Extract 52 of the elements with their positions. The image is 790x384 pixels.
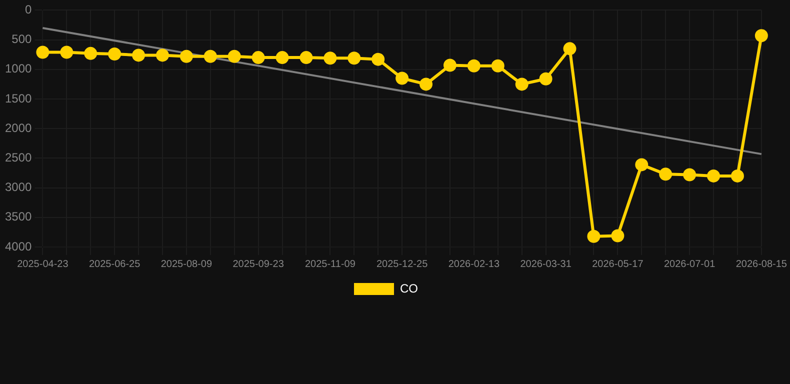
point (683, 168, 696, 182)
x-tick-label: 2026-05-17 (592, 258, 644, 270)
x-tick-label: 2026-07-01 (664, 258, 716, 270)
point (443, 58, 456, 72)
y-tick-label: 4000 (4, 239, 32, 254)
point (252, 51, 265, 64)
point (372, 52, 385, 66)
point (659, 168, 672, 181)
point (276, 51, 289, 64)
x-tick-label: 2025-11-09 (304, 258, 356, 270)
point (156, 48, 169, 62)
y-tick-label: 1500 (4, 91, 32, 106)
legend-label: CO (400, 281, 418, 296)
point (132, 48, 146, 62)
point (420, 78, 433, 91)
point (587, 230, 600, 243)
x-tick-label: 2025-08-09 (160, 258, 212, 270)
point (180, 50, 193, 63)
point (228, 50, 241, 63)
y-tick-label: 2500 (4, 150, 32, 165)
point (754, 29, 768, 42)
point (396, 72, 409, 85)
point (730, 169, 744, 182)
x-tick-label: 2026-08-15 (736, 258, 788, 270)
x-tick-label: 2025-06-25 (88, 258, 141, 270)
point (707, 169, 720, 182)
y-tick-label: 0 (25, 2, 32, 17)
y-tick-label: 3500 (4, 210, 32, 224)
x-tick-label: 2026-02-13 (448, 258, 500, 270)
point (84, 46, 98, 60)
x-tick-label: 2025-12-25 (376, 258, 428, 270)
x-tick-label: 2026-03-31 (520, 258, 572, 270)
point (204, 50, 217, 63)
point (324, 52, 337, 65)
x-tick-label: 2025-04-23 (17, 258, 69, 270)
point (515, 78, 528, 91)
point (635, 158, 648, 172)
point (348, 52, 361, 65)
y-tick-label: 2000 (4, 120, 32, 135)
point (563, 42, 576, 56)
point (491, 59, 504, 72)
x-tick-label: 2025-09-23 (232, 258, 284, 270)
point (300, 51, 313, 64)
point (467, 59, 480, 72)
y-tick-label: 3000 (4, 180, 32, 194)
y-tick-label: 1000 (4, 62, 32, 76)
y-tick-label: 500 (12, 32, 32, 46)
point (539, 72, 552, 86)
point (60, 46, 74, 59)
point (611, 229, 624, 242)
point (108, 48, 122, 61)
point (36, 46, 50, 59)
